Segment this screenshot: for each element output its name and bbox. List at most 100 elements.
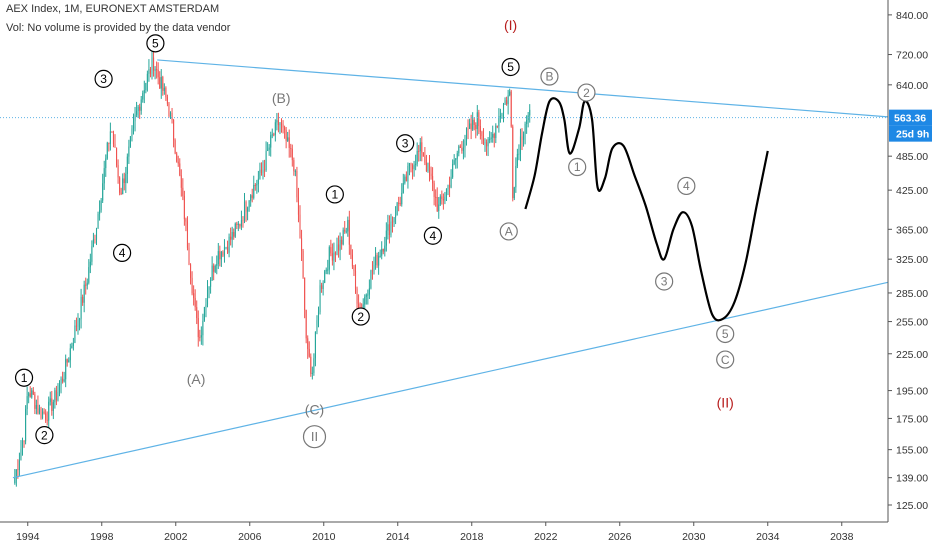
wave-label: 2 (583, 86, 590, 100)
wave-label: 5 (152, 37, 159, 51)
candle-body (373, 265, 375, 271)
candle-body (162, 77, 164, 91)
candle-body (160, 77, 162, 89)
price-badge-value: 563.36 (894, 113, 926, 125)
candle-body (333, 252, 335, 261)
y-tick-label: 365.00 (896, 224, 928, 236)
candle-body (314, 331, 316, 359)
candle-body (122, 178, 124, 195)
candle-body (260, 169, 263, 173)
candle-body (196, 307, 198, 319)
x-tick-label: 2038 (830, 531, 854, 543)
candle-body (271, 134, 273, 136)
wave-label: 1 (332, 188, 339, 202)
candle-body (425, 162, 427, 171)
wave-label: C (721, 353, 730, 367)
candle-body (412, 165, 414, 170)
candle-body (80, 296, 82, 319)
candle-body (32, 390, 34, 395)
candle-body (214, 265, 216, 272)
candle-body (256, 184, 258, 186)
wave-label-circle (112, 243, 132, 263)
wave-label: 4 (683, 179, 690, 193)
candle-body (253, 184, 255, 198)
candle-body (365, 294, 367, 297)
y-tick-label: 175.00 (896, 413, 928, 425)
candle-body (117, 165, 119, 178)
wave-label: (A) (187, 371, 206, 387)
wave-label: 5 (507, 60, 514, 74)
y-tick-label: 125.00 (896, 500, 928, 512)
candle-body (325, 269, 327, 272)
candle-body (324, 271, 326, 283)
candle-body (321, 285, 323, 289)
candle-body (504, 100, 506, 105)
candle-body (376, 255, 378, 266)
wave-label-circle (94, 69, 113, 88)
candle-body (60, 378, 62, 386)
wave-label-circle (499, 222, 518, 241)
candle-body (159, 77, 161, 89)
wave-label-circle (501, 57, 520, 77)
candle-body (297, 197, 300, 215)
candle-body (342, 229, 344, 245)
x-tick-label: 2022 (534, 531, 558, 543)
candle-body (217, 251, 219, 265)
candle-body (194, 298, 196, 308)
candle-body (148, 69, 150, 74)
candle-body (63, 379, 65, 382)
candle-body (166, 97, 168, 104)
candle-body (287, 137, 289, 141)
candle-body (230, 236, 232, 240)
wave-label-circle (35, 426, 54, 445)
candle-body (401, 192, 403, 205)
candle-body (163, 87, 165, 91)
candle-body (99, 210, 101, 215)
candle-body (439, 196, 441, 205)
candle-body (28, 393, 30, 397)
candle-body (524, 123, 526, 134)
candle-body (68, 360, 70, 363)
wave-label-circle (540, 67, 559, 86)
x-tick-label: 2034 (756, 531, 780, 543)
candle-body (327, 269, 329, 271)
candle-body (88, 267, 90, 283)
candle-body (239, 223, 241, 227)
candle-body (444, 196, 446, 201)
candle-body (185, 219, 187, 222)
candle-body (71, 345, 73, 349)
candle-body (348, 219, 350, 245)
candle-body (299, 214, 301, 239)
candle-body (125, 173, 127, 184)
candle-body (502, 104, 505, 114)
candle-body (496, 125, 498, 127)
candle-body (143, 90, 145, 94)
wave-label: (I) (504, 17, 517, 33)
candle-body (475, 124, 477, 130)
candle-body (174, 140, 176, 154)
candle-body (501, 113, 503, 116)
candle-body (205, 304, 207, 307)
candle-body (428, 162, 431, 174)
x-tick-label: 2002 (164, 531, 188, 543)
candle-body (270, 135, 272, 148)
upper-trendline (157, 59, 889, 118)
candle-body (418, 150, 420, 152)
candle-body (280, 123, 283, 125)
candle-body (228, 236, 230, 253)
candle-body (190, 264, 192, 278)
candle-body (183, 195, 185, 220)
candle-body (268, 147, 270, 150)
candle-body (119, 177, 121, 193)
candle-body (345, 231, 347, 233)
candle-body (316, 320, 318, 332)
candle-body (285, 129, 287, 141)
candle-body (447, 184, 449, 190)
candle-body (388, 224, 390, 236)
candle-body (438, 204, 440, 212)
candle-body (450, 177, 452, 188)
candle-body (225, 246, 227, 248)
candle-body (294, 171, 296, 173)
candle-body (354, 271, 357, 289)
